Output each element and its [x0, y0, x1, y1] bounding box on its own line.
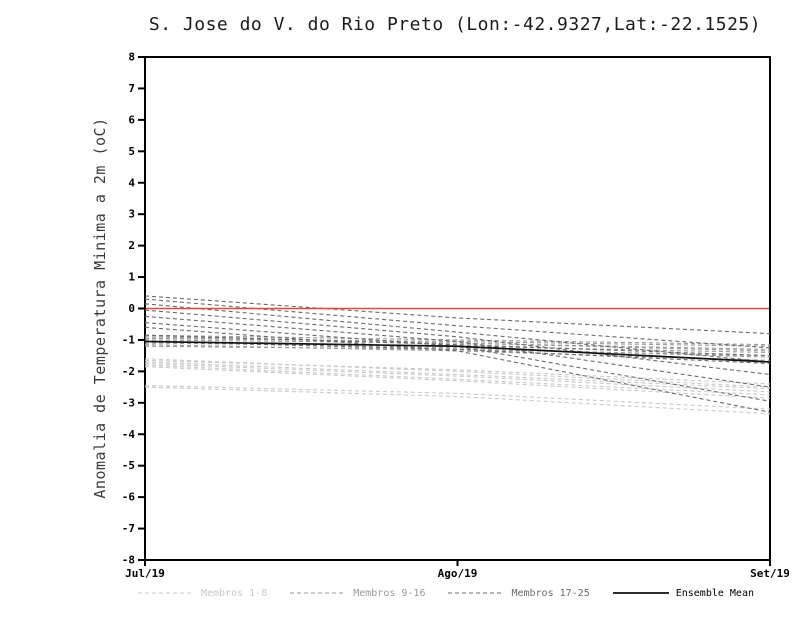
- ensemble-member-line: [144, 326, 771, 413]
- x-tick-label: Set/19: [750, 567, 790, 580]
- ensemble-member-line: [144, 359, 771, 385]
- legend-line-sample: [290, 592, 347, 594]
- y-tick-label: -7: [122, 522, 135, 535]
- legend-label: Membros 17-25: [511, 587, 590, 599]
- ensemble-member-line: [144, 334, 771, 357]
- ensemble-member-line: [144, 340, 771, 358]
- ensemble-member-line: [144, 364, 771, 396]
- x-tick-label: Jul/19: [125, 567, 165, 580]
- ensemble-member-line: [144, 337, 771, 347]
- legend-item: Ensemble Mean: [612, 587, 754, 599]
- legend-line-sample: [448, 592, 505, 594]
- legend-item: Membros 17-25: [448, 587, 590, 599]
- ensemble-member-line: [144, 386, 771, 415]
- legend-label: Membros 1-8: [201, 587, 268, 599]
- chart-title: S. Jose do V. do Rio Preto (Lon:-42.9327…: [148, 14, 762, 35]
- y-tick-label: -3: [122, 396, 135, 409]
- ensemble-member-line: [144, 334, 771, 346]
- ensemble-member-line: [144, 336, 771, 352]
- legend-item: Membros 9-16: [290, 588, 425, 599]
- ensemble-member-line: [144, 345, 771, 357]
- ensemble-member-line: [144, 358, 771, 388]
- y-tick-label: 5: [128, 145, 135, 158]
- y-tick-label: 7: [128, 82, 135, 95]
- legend-item: Membros 1-8: [138, 588, 267, 599]
- y-tick-label: -2: [122, 365, 135, 378]
- y-tick-label: -6: [122, 491, 136, 504]
- y-tick-label: 8: [128, 51, 135, 64]
- y-tick-label: -1: [122, 333, 136, 346]
- y-tick-label: -4: [122, 428, 136, 441]
- ensemble-member-line: [144, 361, 771, 390]
- y-tick-label: 0: [128, 302, 135, 315]
- y-tick-label: 4: [128, 176, 135, 189]
- ensemble-member-line: [144, 315, 771, 388]
- y-tick-label: -8: [122, 554, 135, 567]
- ensemble-member-line: [144, 340, 771, 365]
- ensemble-member-line: [144, 384, 771, 410]
- legend-label: Membros 9-16: [353, 587, 426, 599]
- y-tick-label: 1: [128, 271, 135, 284]
- ensemble-member-line: [144, 362, 771, 393]
- ensemble-member-line: [144, 339, 771, 350]
- legend-line-sample: [138, 592, 194, 594]
- legend-label: Ensemble Mean: [675, 587, 754, 599]
- x-tick-label: Ago/19: [438, 567, 478, 580]
- legend-line-sample: [612, 592, 669, 594]
- legend: Membros 1-8 Membros 9-16 Membros 17-25 Ense…: [138, 585, 754, 601]
- ensemble-member-line: [144, 342, 771, 354]
- y-tick-label: 3: [128, 208, 135, 221]
- ensemble-member-line: [144, 295, 771, 335]
- y-tick-label: 2: [128, 239, 135, 252]
- ensemble-member-line: [144, 303, 771, 363]
- ensemble-mean-line: [144, 340, 771, 363]
- ensemble-member-line: [144, 366, 771, 399]
- y-tick-label: 6: [128, 113, 135, 126]
- y-tick-label: -5: [122, 459, 135, 472]
